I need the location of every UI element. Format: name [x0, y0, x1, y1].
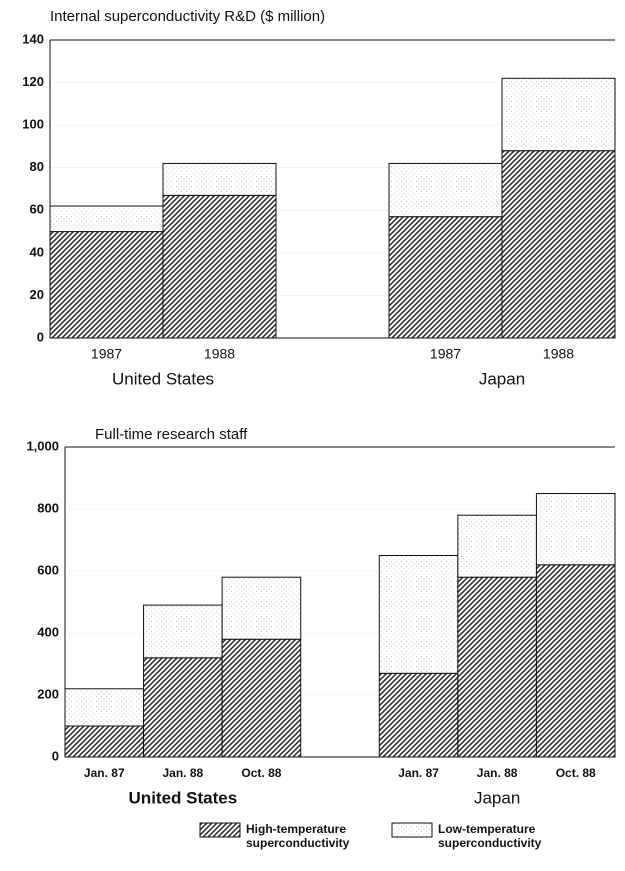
bar-segment: [501, 77, 616, 152]
y-tick-label: 100: [22, 117, 44, 132]
bar-segment: [535, 493, 616, 566]
bar-segment: [388, 162, 503, 218]
x-tick-label: 1987: [430, 346, 461, 362]
x-tick-label: Jan. 87: [398, 766, 439, 780]
x-tick-label: 1988: [543, 346, 574, 362]
y-tick-label: 140: [22, 31, 44, 46]
legend-label: High-temperature superconductivity: [246, 822, 350, 850]
chart-title: Full-time research staff: [95, 426, 248, 443]
bar-segment: [378, 672, 459, 758]
x-tick-label: Jan. 87: [84, 766, 125, 780]
bar-segment: [64, 688, 145, 727]
bar-segment: [162, 162, 277, 196]
x-tick-label: Jan. 88: [163, 766, 204, 780]
bar-segment: [221, 638, 302, 758]
bar-segment: [162, 194, 277, 339]
legend-swatch: [199, 822, 241, 838]
x-tick-label: Jan. 88: [477, 766, 518, 780]
bar-segment: [501, 150, 616, 339]
group-label: United States: [129, 788, 238, 807]
x-tick-label: 1988: [204, 346, 235, 362]
bar-segment: [64, 725, 145, 758]
y-tick-label: 400: [37, 624, 59, 639]
bar-segment: [378, 555, 459, 674]
chart-title: Internal superconductivity R&D ($ millio…: [50, 8, 325, 25]
bar-segment: [49, 231, 164, 339]
y-tick-label: 60: [30, 202, 44, 217]
y-tick-label: 20: [30, 287, 44, 302]
bar-segment: [49, 205, 164, 233]
x-tick-label: Oct. 88: [241, 766, 281, 780]
legend-label: Low-temperature superconductivity: [438, 822, 542, 850]
bar-segment: [457, 576, 537, 758]
bar-segment: [143, 657, 223, 758]
y-tick-label: 600: [37, 562, 59, 577]
x-tick-label: Oct. 88: [556, 766, 596, 780]
bar-segment: [388, 216, 503, 339]
x-tick-label: 1987: [91, 346, 122, 362]
y-tick-label: 40: [30, 244, 44, 259]
bar-segment: [143, 604, 223, 659]
bar-segment: [535, 564, 616, 758]
y-tick-label: 80: [30, 159, 44, 174]
bar-segment: [457, 514, 537, 578]
group-label: Japan: [479, 369, 525, 388]
y-tick-label: 200: [37, 686, 59, 701]
group-label: United States: [112, 369, 214, 388]
bar-segment: [221, 576, 302, 640]
y-tick-label: 0: [37, 329, 44, 344]
y-tick-label: 800: [37, 500, 59, 515]
y-tick-label: 1,000: [26, 438, 59, 453]
y-tick-label: 120: [22, 74, 44, 89]
y-tick-label: 0: [52, 748, 59, 763]
legend-swatch: [391, 822, 433, 838]
group-label: Japan: [474, 788, 520, 807]
